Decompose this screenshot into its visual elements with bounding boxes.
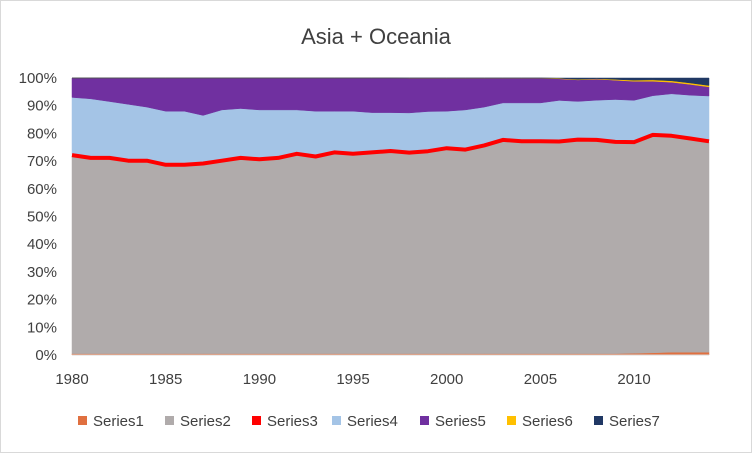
y-tick-label: 90% [27, 98, 57, 115]
y-tick-label: 10% [27, 319, 57, 336]
legend: Series1 Series2 Series3 Series4 Series5 Serie… [78, 413, 660, 430]
y-tick-label: 40% [27, 236, 57, 253]
legend-label: Series5 [435, 413, 486, 430]
legend-swatch [252, 416, 261, 425]
legend-label: Series2 [180, 413, 231, 430]
y-tick-label: 60% [27, 181, 57, 198]
x-tick-label: 2005 [524, 371, 557, 388]
series-series7-area [72, 77, 710, 86]
series-series2-area [71, 135, 710, 354]
legend-swatch [594, 416, 603, 425]
x-tick-label: 2010 [617, 371, 650, 388]
legend-swatch [78, 416, 87, 425]
legend-swatch [420, 416, 429, 425]
y-axis: 0% 10% 20% 30% 40% 50% 60% 70% 80% 90% 100% [19, 70, 57, 364]
legend-label: Series7 [609, 413, 660, 430]
series-series3-line [71, 132, 710, 167]
legend-label: Series4 [347, 413, 398, 430]
legend-swatch [507, 416, 516, 425]
y-tick-label: 50% [27, 209, 57, 226]
y-tick-label: 80% [27, 125, 57, 142]
y-tick-label: 30% [27, 264, 57, 281]
y-tick-label: 20% [27, 292, 57, 309]
x-tick-label: 1980 [55, 371, 88, 388]
legend-swatch [165, 416, 174, 425]
plot-area [71, 77, 710, 356]
y-tick-label: 70% [27, 153, 57, 170]
x-tick-label: 1985 [149, 371, 182, 388]
x-axis: 1980 1985 1990 1995 2000 2005 2010 [55, 371, 650, 388]
y-tick-label: 0% [35, 347, 57, 364]
legend-swatch [332, 416, 341, 425]
x-tick-label: 1995 [336, 371, 369, 388]
legend-label: Series3 [267, 413, 318, 430]
x-tick-label: 2000 [430, 371, 463, 388]
chart-title: Asia + Oceania [301, 24, 452, 49]
y-tick-label: 100% [19, 70, 57, 87]
x-tick-label: 1990 [243, 371, 276, 388]
series-lines [71, 132, 710, 167]
legend-label: Series1 [93, 413, 144, 430]
legend-label: Series6 [522, 413, 573, 430]
